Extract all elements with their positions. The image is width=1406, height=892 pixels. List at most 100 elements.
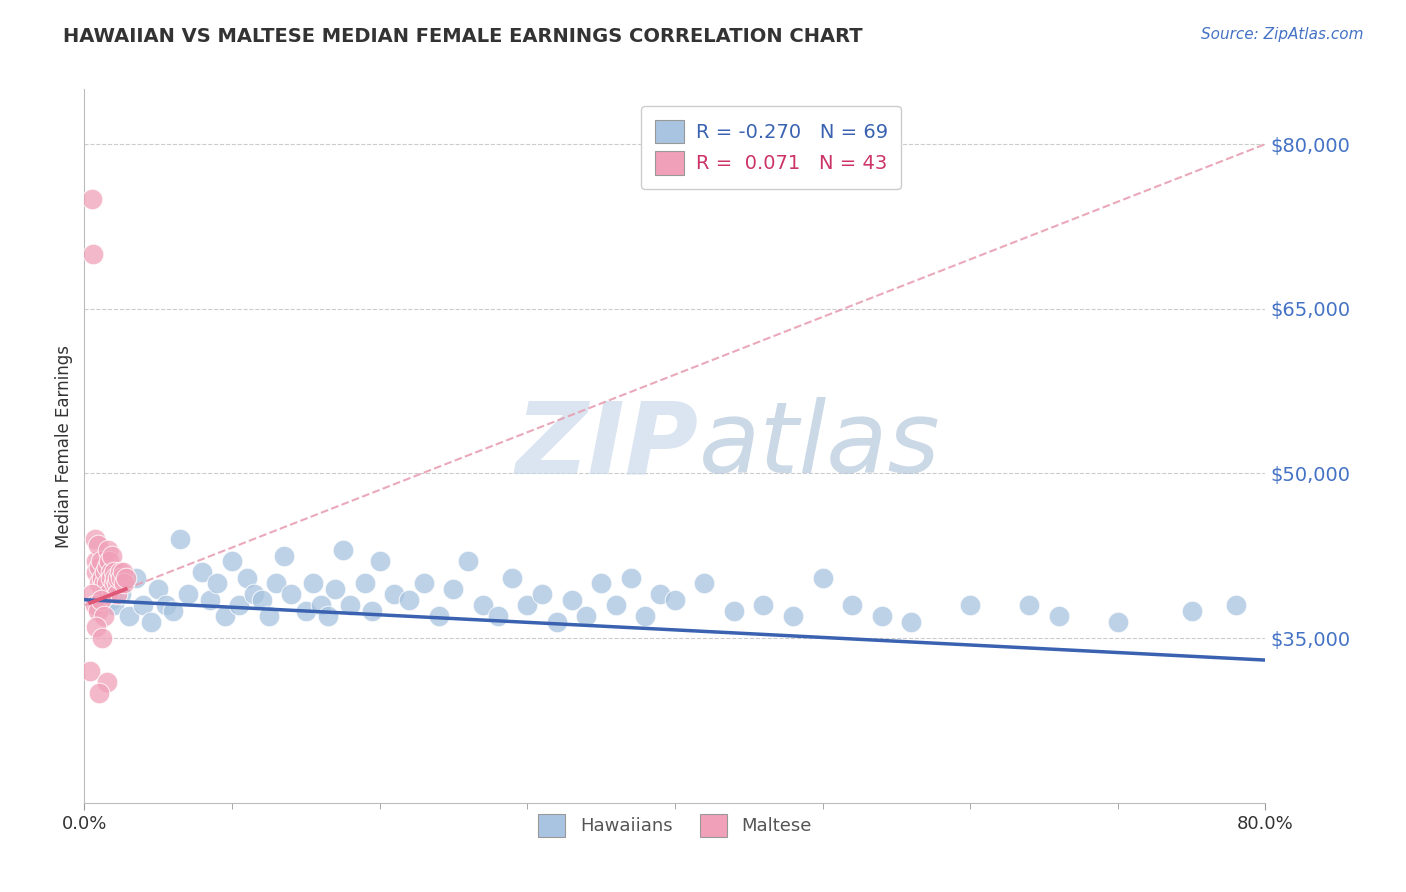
Point — [250, 592, 273, 607]
Legend: Hawaiians, Maltese: Hawaiians, Maltese — [531, 807, 818, 844]
Point — [93, 587, 115, 601]
Point — [354, 576, 377, 591]
Point — [105, 587, 128, 601]
Point — [339, 598, 361, 612]
Text: Source: ZipAtlas.com: Source: ZipAtlas.com — [1201, 27, 1364, 42]
Point — [664, 592, 686, 607]
Point — [108, 566, 131, 580]
Y-axis label: Median Female Earnings: Median Female Earnings — [55, 344, 73, 548]
Point — [80, 587, 103, 601]
Point — [501, 571, 523, 585]
Text: atlas: atlas — [699, 398, 941, 494]
Point — [309, 598, 332, 612]
Point — [382, 587, 406, 601]
Point — [83, 598, 105, 612]
Point — [84, 620, 107, 634]
Point — [1047, 609, 1070, 624]
Point — [782, 609, 804, 624]
Point — [486, 609, 509, 624]
Point — [111, 566, 134, 580]
Point — [84, 566, 107, 580]
Point — [591, 576, 613, 591]
Point — [723, 604, 745, 618]
Point — [546, 615, 568, 629]
Point — [457, 554, 479, 568]
Text: HAWAIIAN VS MALTESE MEDIAN FEMALE EARNINGS CORRELATION CHART: HAWAIIAN VS MALTESE MEDIAN FEMALE EARNIN… — [63, 27, 863, 45]
Point — [472, 598, 495, 612]
Point — [97, 587, 120, 601]
Point — [110, 571, 132, 585]
Point — [107, 571, 129, 585]
Point — [96, 576, 118, 591]
Point — [110, 587, 132, 601]
Point — [870, 609, 893, 624]
Point — [266, 576, 288, 591]
Point — [114, 571, 136, 585]
Point — [83, 533, 105, 547]
Point — [1225, 598, 1247, 612]
Point — [243, 587, 266, 601]
Point — [295, 604, 318, 618]
Point — [280, 587, 302, 601]
Point — [177, 587, 200, 601]
Point — [91, 571, 114, 585]
Point — [1107, 615, 1129, 629]
Point — [605, 598, 627, 612]
Point — [101, 549, 124, 563]
Point — [634, 609, 657, 624]
Point — [87, 576, 111, 591]
Point — [900, 615, 922, 629]
Point — [80, 192, 103, 206]
Point — [1018, 598, 1040, 612]
Point — [191, 566, 214, 580]
Point — [118, 609, 141, 624]
Point — [325, 582, 347, 596]
Point — [398, 592, 420, 607]
Point — [693, 576, 716, 591]
Point — [169, 533, 191, 547]
Point — [139, 615, 162, 629]
Point — [93, 576, 115, 591]
Point — [162, 604, 184, 618]
Point — [103, 566, 125, 580]
Point — [413, 576, 436, 591]
Point — [125, 571, 148, 585]
Point — [86, 538, 108, 552]
Point — [752, 598, 775, 612]
Point — [959, 598, 981, 612]
Point — [531, 587, 554, 601]
Point — [561, 592, 583, 607]
Point — [620, 571, 643, 585]
Text: ZIP: ZIP — [516, 398, 699, 494]
Point — [273, 549, 295, 563]
Point — [94, 566, 117, 580]
Point — [302, 576, 325, 591]
Point — [316, 609, 339, 624]
Point — [132, 598, 155, 612]
Point — [207, 576, 229, 591]
Point — [841, 598, 863, 612]
Point — [228, 598, 250, 612]
Point — [427, 609, 450, 624]
Point — [84, 554, 107, 568]
Point — [811, 571, 834, 585]
Point — [105, 576, 128, 591]
Point — [86, 604, 108, 618]
Point — [112, 576, 135, 591]
Point — [100, 592, 122, 607]
Point — [103, 576, 125, 591]
Point — [221, 554, 243, 568]
Point — [103, 598, 125, 612]
Point — [87, 559, 111, 574]
Point — [90, 554, 112, 568]
Point — [257, 609, 280, 624]
Point — [650, 587, 672, 601]
Point — [214, 609, 236, 624]
Point — [236, 571, 259, 585]
Point — [96, 559, 118, 574]
Point — [82, 247, 104, 261]
Point — [575, 609, 598, 624]
Point — [198, 592, 221, 607]
Point — [100, 566, 122, 580]
Point — [368, 554, 391, 568]
